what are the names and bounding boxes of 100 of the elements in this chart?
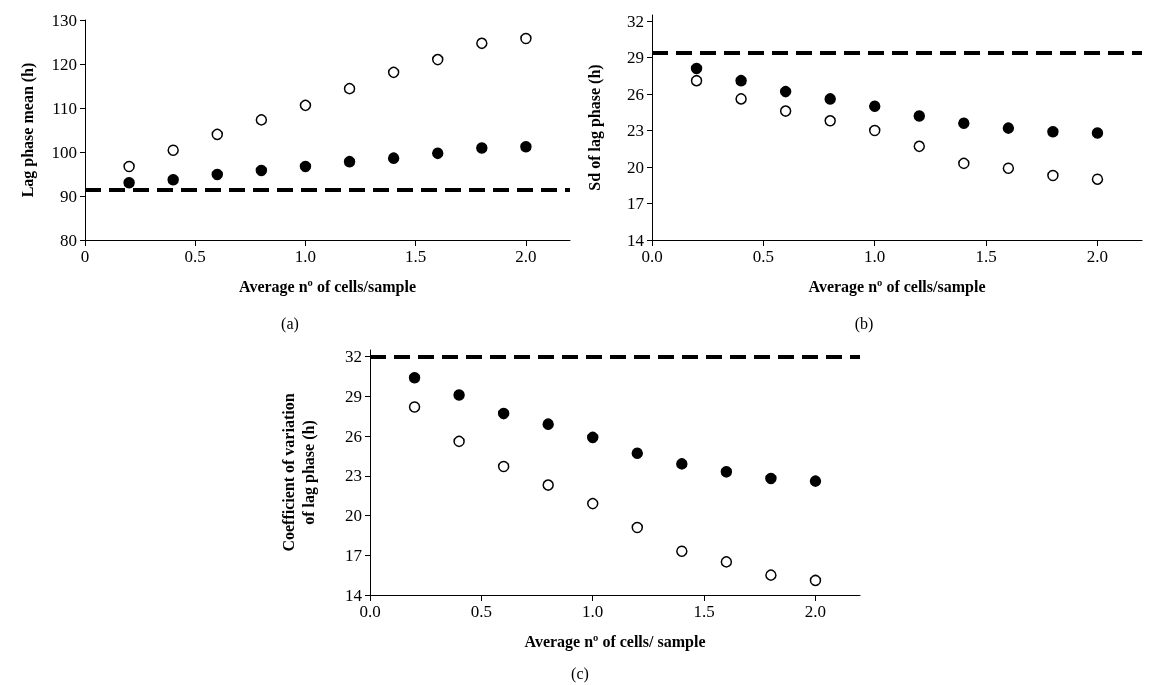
x-axis-title: Average nº of cells/ sample [524,632,706,651]
point [913,140,926,153]
y-tick-label: 90 [60,186,77,206]
x-tick-label: 0.5 [752,247,774,266]
point [520,140,532,153]
point [690,62,703,75]
point [542,479,554,491]
point [586,431,599,444]
x-tick-label: 0.0 [641,247,663,266]
x-tick-label: 2.0 [1086,247,1109,266]
point [476,142,488,154]
point [167,173,179,186]
point [167,144,179,156]
point [453,389,465,401]
point [1091,127,1104,139]
point [299,160,312,173]
text: (b) [854,314,874,333]
x-tick-label: 1.5 [693,602,715,621]
point [676,458,688,470]
x-tick-label: 2.0 [515,247,537,266]
y-tick-label: 120 [51,54,77,74]
point [765,569,777,581]
point [387,66,400,79]
y-tick-label: 23 [345,466,362,486]
point [779,85,792,98]
point [779,105,792,117]
point [123,160,135,173]
point [1002,162,1015,174]
x-tick-label: 1.5 [975,247,997,266]
x-tick-label: 1.0 [294,247,317,266]
point [720,466,733,478]
y-tick-label: 20 [345,506,362,526]
point [431,147,444,160]
y-tick-label: 26 [627,84,644,104]
point [343,82,356,95]
point [453,435,465,448]
point [765,472,777,485]
point [542,418,554,430]
point [299,99,312,112]
point [343,155,356,168]
y-axis-title: Lag phase mean (h) [18,62,37,198]
point [520,32,532,45]
x-tick-label: 2.0 [804,602,827,621]
point [476,37,488,50]
y-tick-label: 29 [627,48,644,68]
y-tick-label: 32 [345,347,362,367]
y-tick-label: 110 [52,98,77,118]
y-tick-label: 20 [627,157,644,177]
point [408,372,421,384]
y-tick-label: 29 [345,386,362,406]
y-axis-title: Coefficient of variation of lag phase (h) [279,393,318,552]
x-axis-title: Average nº of cells/sample [239,277,416,296]
point [211,128,224,141]
point [676,545,688,558]
point [255,164,268,177]
point [735,93,747,105]
point [1047,126,1059,138]
point [408,401,421,413]
text: (c) [571,664,589,683]
point [1047,169,1059,182]
x-axis-title: Average nº of cells/sample [808,277,986,296]
y-tick-label: 14 [627,230,645,250]
point [913,110,926,122]
x-tick-label: 1.5 [405,247,427,266]
point [123,177,135,189]
point [958,117,970,129]
y-tick-label: 14 [345,585,363,605]
y-tick-label: 23 [627,121,644,141]
point [809,475,822,487]
y-tick-label: 100 [51,142,77,162]
x-tick-label: 0.0 [359,602,381,621]
point [211,168,224,181]
point [631,521,644,534]
point [631,447,644,460]
y-tick-label: 26 [345,426,362,446]
y-tick-label: 32 [627,11,644,31]
x-tick-label: 1.0 [864,247,886,266]
point [824,93,836,105]
x-tick-label: 0.5 [184,247,206,266]
x-tick-label: 0.5 [470,602,492,621]
y-axis-title: Sd of lag phase (h) [585,64,604,191]
point [868,100,881,112]
point [824,115,836,127]
point [809,574,822,587]
y-tick-label: 17 [627,194,645,214]
point [497,460,510,473]
point [387,152,400,164]
point [1091,173,1104,185]
point [720,556,733,568]
point [431,53,444,66]
point [255,114,268,126]
point [958,157,970,170]
point [735,74,747,87]
point [586,497,599,510]
point [1002,122,1015,134]
point [497,407,510,420]
x-tick-label: 1.0 [582,602,604,621]
y-tick-label: 130 [51,10,77,30]
point [690,74,703,87]
x-tick-label: 0 [80,247,90,266]
